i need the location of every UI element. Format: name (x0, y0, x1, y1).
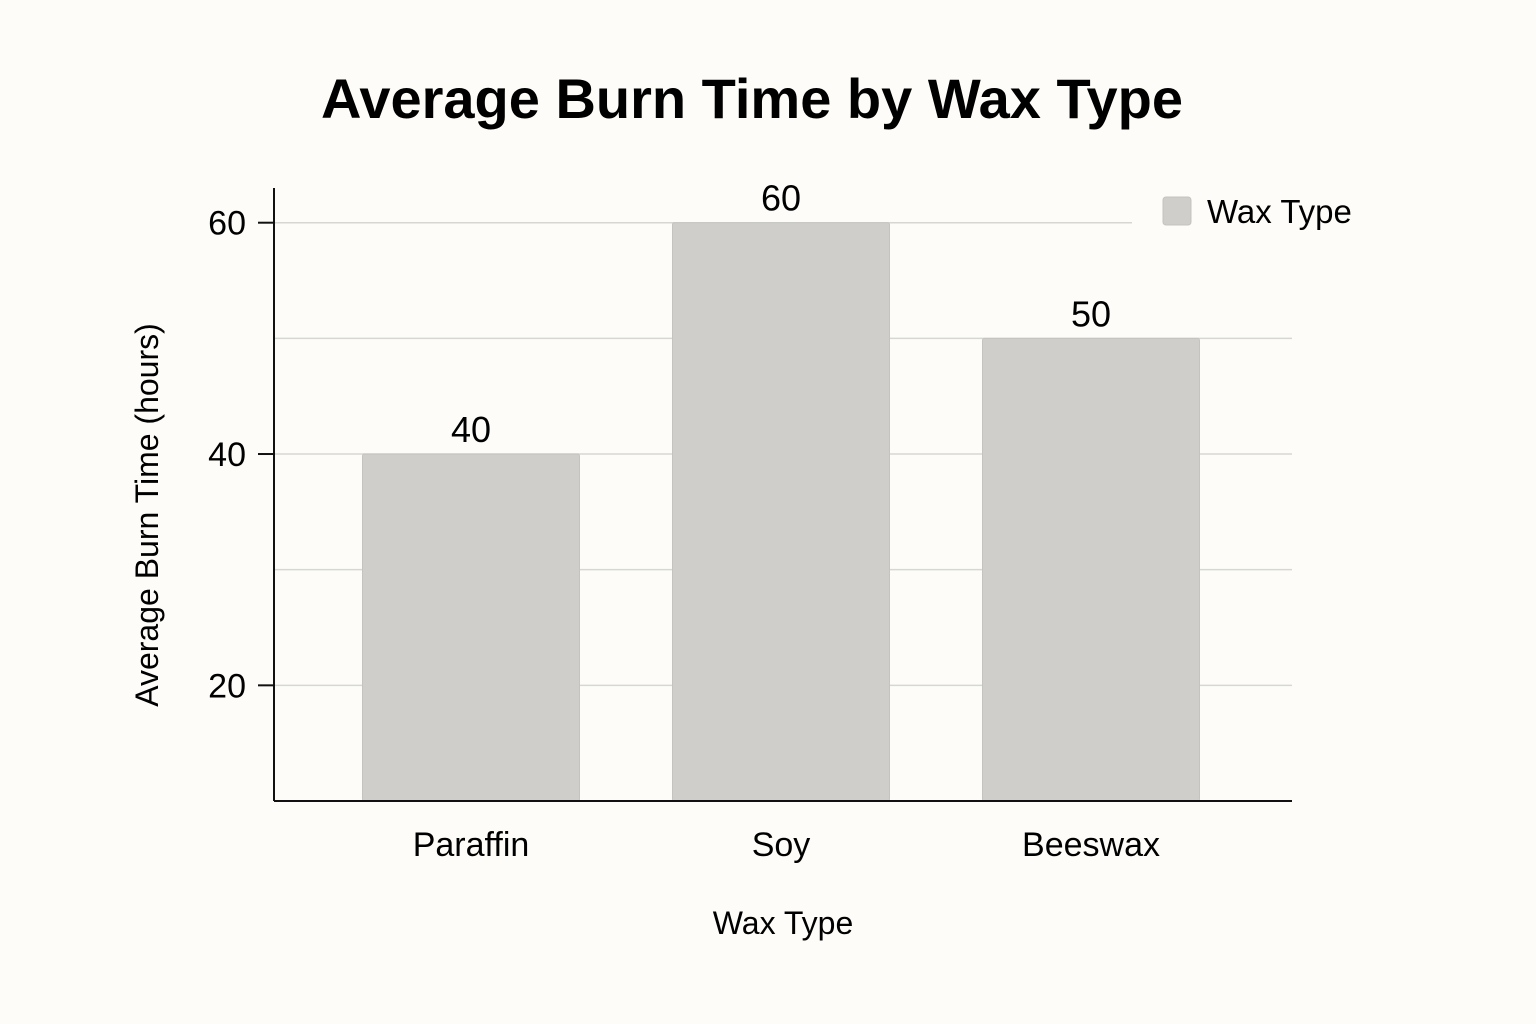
x-tick-label: Paraffin (413, 826, 530, 864)
y-tick-label: 60 (208, 205, 246, 243)
x-tick-label: Beeswax (1022, 826, 1160, 864)
data-label-beeswax: 50 (1071, 293, 1111, 334)
x-axis-title: Wax Type (713, 905, 854, 941)
bars (362, 222, 1200, 802)
data-labels: 40 60 50 (451, 178, 1111, 450)
y-axis-title: Average Burn Time (hours) (129, 323, 165, 707)
chart-title: Average Burn Time by Wax Type (321, 67, 1183, 130)
bar-soy (672, 222, 890, 802)
data-label-soy: 60 (761, 178, 801, 219)
y-tick-label: 40 (208, 436, 246, 474)
bar-paraffin (362, 453, 580, 802)
legend: Wax Type (1162, 193, 1352, 230)
bar-beeswax (982, 337, 1200, 802)
axes (273, 188, 1292, 802)
legend-label: Wax Type (1207, 193, 1352, 230)
x-category-labels: Paraffin Soy Beeswax (413, 826, 1160, 864)
x-tick-label: Soy (752, 826, 811, 864)
legend-swatch (1162, 196, 1192, 226)
y-tick-label: 20 (208, 667, 246, 705)
data-label-paraffin: 40 (451, 409, 491, 450)
y-ticks: 20 40 60 (208, 205, 274, 705)
